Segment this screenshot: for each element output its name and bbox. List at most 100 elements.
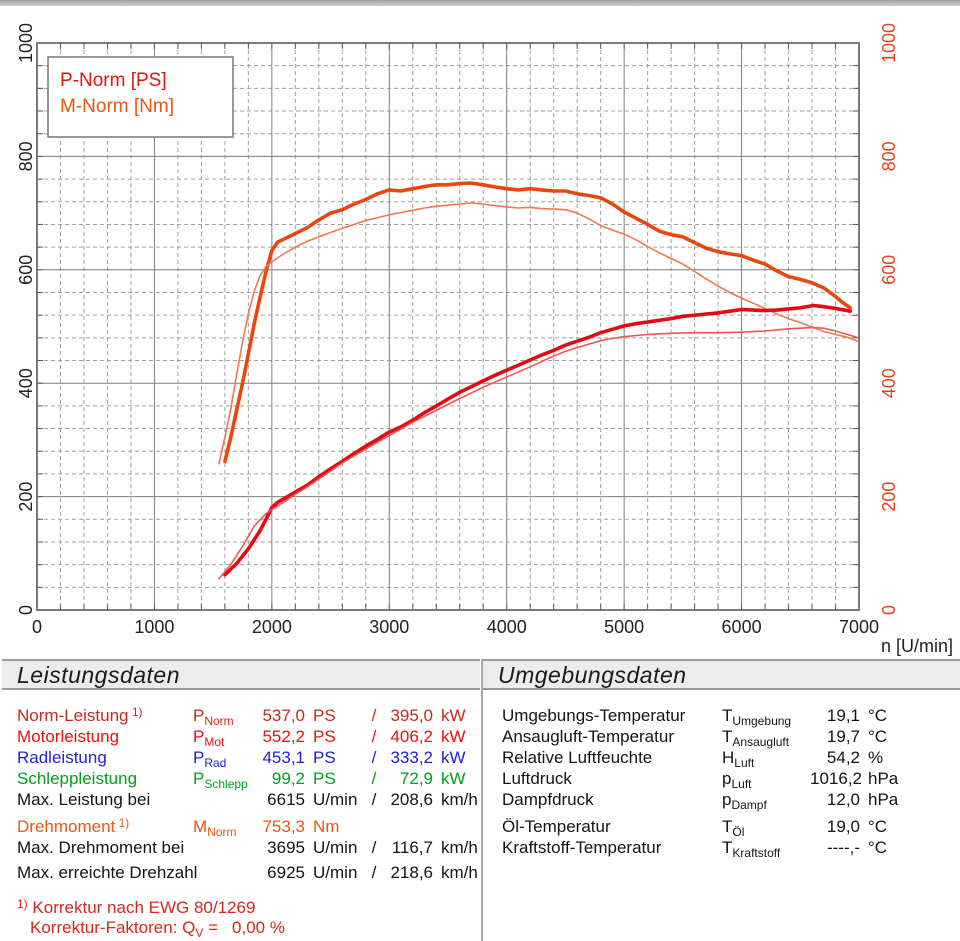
cell-label: Ansaugluft-Temperatur bbox=[502, 727, 674, 746]
cell-v1: 19,0 bbox=[826, 817, 860, 836]
cell-u2: kW bbox=[441, 748, 466, 767]
cell-sym bbox=[193, 862, 250, 883]
curve-m-norm bbox=[223, 181, 853, 464]
cell-sep bbox=[367, 816, 381, 837]
cell-v1: 453,1 bbox=[262, 748, 305, 767]
table-row: Schleppleistung PSchlepp 99,2 PS / 72,9 kW bbox=[17, 768, 480, 791]
cell-v1: 12,0 bbox=[826, 790, 860, 809]
cell-v2 bbox=[381, 816, 433, 837]
legend-entry: P-Norm [PS] bbox=[60, 70, 167, 91]
cell-v1: 6615 bbox=[267, 790, 305, 809]
table-row: Relative Luftfeuchte HLuft 54,2% bbox=[502, 747, 942, 770]
cell-label: Motorleistung bbox=[17, 727, 120, 746]
cell-u2: km/h bbox=[441, 863, 478, 882]
cell-sep: / bbox=[371, 748, 377, 767]
cell-u1: PS bbox=[313, 769, 336, 788]
y-tick-label-right: 600 bbox=[879, 255, 899, 285]
grid-minor bbox=[37, 43, 859, 610]
table-row: Radleistung PRad 453,1 PS / 333,2 kW bbox=[17, 747, 480, 769]
cell-u1: U/min bbox=[313, 838, 358, 857]
cell-v2: 218,6 bbox=[390, 863, 433, 882]
cell-u2: kW bbox=[441, 769, 466, 788]
cell-v1: 54,2 bbox=[826, 748, 860, 767]
cell-label: Luftdruck bbox=[502, 769, 572, 788]
cell-label: Drehmoment 1) bbox=[17, 816, 130, 836]
cell-u2: km/h bbox=[441, 838, 478, 857]
curve-p-norm bbox=[223, 303, 853, 577]
cell-v2: 333,2 bbox=[390, 748, 433, 767]
y-tick-label-right: 0 bbox=[879, 605, 899, 615]
cell-v1: 552,2 bbox=[262, 727, 305, 746]
cell-v1: 99,2 bbox=[271, 769, 305, 788]
x-tick-label: 5000 bbox=[604, 617, 644, 637]
umgebungsdaten-header: Umgebungsdaten bbox=[483, 659, 960, 690]
y-tick-label-right: 800 bbox=[879, 141, 899, 171]
y-tick-label-left: 200 bbox=[16, 482, 36, 512]
cell-label: Relative Luftfeuchte bbox=[502, 748, 653, 767]
table-row: Luftdruck pLuft 1016,2 hPa bbox=[502, 768, 942, 791]
cell-v1: 6925 bbox=[267, 863, 305, 882]
x-axis-title: n [U/min] bbox=[881, 636, 953, 656]
cell-u2: km/h bbox=[441, 790, 478, 809]
cell-sym: TAnsaugluft bbox=[722, 727, 790, 749]
x-tick-label: 3000 bbox=[369, 617, 409, 637]
cell-v2: 208,6 bbox=[390, 790, 433, 809]
cell-v2: 406,2 bbox=[390, 727, 433, 746]
cell-sym: PSchlepp bbox=[193, 769, 248, 791]
curve-m-secondary bbox=[218, 202, 859, 465]
y-tick-label-right: 400 bbox=[879, 368, 899, 398]
y-tick-label-right: 200 bbox=[879, 482, 899, 512]
umgebungsdaten-title: Umgebungsdaten bbox=[498, 662, 687, 688]
y-tick-label-left: 1000 bbox=[16, 23, 36, 63]
table-row: Drehmoment 1) MNorm 753,3 Nm bbox=[17, 816, 480, 838]
cell-sep: / bbox=[371, 838, 377, 857]
x-tick-label: 7000 bbox=[839, 617, 879, 637]
cell-sep: / bbox=[371, 706, 377, 725]
x-tick-label: 0 bbox=[32, 617, 42, 637]
table-divider bbox=[481, 659, 483, 941]
cell-u1: U/min bbox=[313, 790, 358, 809]
cell-sym: HLuft bbox=[722, 748, 755, 770]
top-border bbox=[0, 0, 960, 6]
table-row: Max. Leistung bei 6615 U/min / 208,6 km/h bbox=[17, 789, 480, 810]
leistungsdaten-title: Leistungsdaten bbox=[17, 662, 181, 688]
table-row: Ansaugluft-Temperatur TAnsaugluft 19,7 °C bbox=[502, 726, 942, 749]
cell-u2: kW bbox=[441, 727, 466, 746]
table-row: Dampfdruck pDampf 12,0 hPa bbox=[502, 789, 942, 811]
cell-label: Dampfdruck bbox=[502, 790, 594, 809]
footnote-correction: 1) Korrektur nach EWG 80/1269 bbox=[17, 897, 256, 917]
dyno-chart: P-Norm [PS]M-Norm [Nm]0 1000 2000 3000 4000 5… bbox=[16, 23, 953, 656]
table-row: Max. Drehmoment bei 3695 U/min / 116,7 km/h bbox=[17, 837, 480, 858]
legend-box bbox=[47, 56, 234, 138]
cell-sep: / bbox=[371, 727, 377, 746]
cell-label: Norm-Leistung 1) bbox=[17, 705, 143, 725]
cell-u1: °C bbox=[868, 817, 888, 836]
cell-v1: ----,- bbox=[826, 838, 860, 857]
cell-label: Max. Drehmoment bei bbox=[17, 838, 185, 857]
cell-v1: 3695 bbox=[267, 838, 305, 857]
table-row: Kraftstoff-Temperatur TKraftstoff ----,- °C bbox=[502, 837, 942, 860]
x-tick-label: 2000 bbox=[252, 617, 292, 637]
cell-u1: PS bbox=[313, 727, 336, 746]
grid-major bbox=[37, 43, 859, 610]
footnote-factors: Korrektur-Faktoren: QV = 0,00 % bbox=[30, 918, 285, 940]
cell-u2: kW bbox=[441, 706, 466, 725]
footnotes: 1) Korrektur nach EWG 80/1269 Korrektur-… bbox=[17, 894, 285, 941]
cell-sym: pLuft bbox=[722, 769, 752, 791]
cell-sym: PNorm bbox=[193, 706, 234, 728]
cell-u2 bbox=[433, 816, 480, 837]
curve-p-secondary bbox=[218, 326, 859, 580]
x-tick-label: 4000 bbox=[487, 617, 527, 637]
y-tick-label-right: 1000 bbox=[879, 23, 899, 63]
y-tick-label-left: 0 bbox=[16, 605, 36, 615]
cell-sep: / bbox=[371, 769, 377, 788]
cell-v1: 19,1 bbox=[826, 706, 860, 725]
cell-v1: 753,3 bbox=[262, 817, 305, 836]
cell-label: Max. Leistung bei bbox=[17, 790, 151, 809]
leistungsdaten-rows: Norm-Leistung 1) PNorm 537,0 PS/395,0 kW Moto… bbox=[17, 705, 480, 883]
leistungsdaten-header: Leistungsdaten bbox=[2, 659, 480, 690]
cell-u1: hPa bbox=[868, 790, 899, 809]
cell-sym: TKraftstoff bbox=[722, 838, 781, 860]
cell-sym: PMot bbox=[193, 727, 225, 749]
